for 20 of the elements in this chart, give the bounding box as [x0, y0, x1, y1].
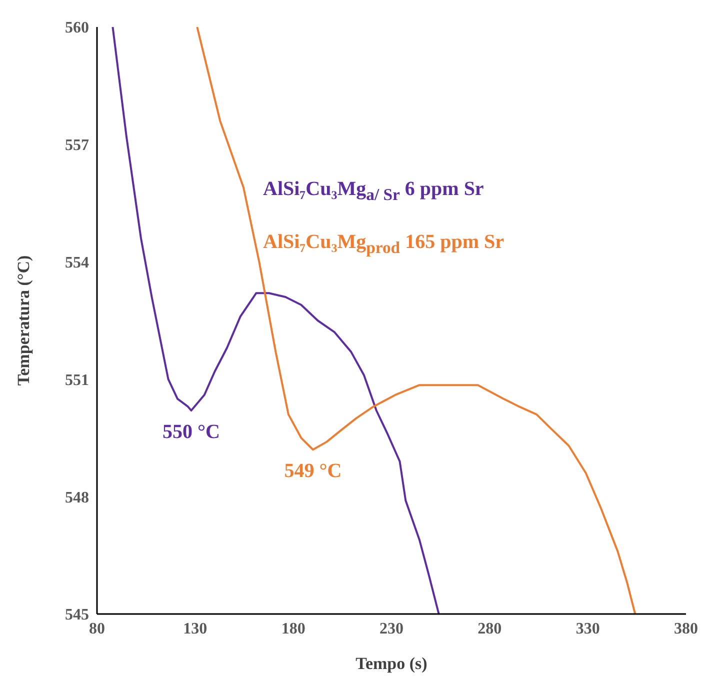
x-tick-label: 380 — [674, 620, 698, 638]
line-series — [196, 27, 636, 614]
x-tick-label: 130 — [183, 620, 208, 638]
y-axis-title: Temperatura (°C) — [14, 255, 34, 386]
x-tick-label: 80 — [89, 620, 105, 638]
y-tick-label: 557 — [65, 137, 89, 154]
y-tick-label: 545 — [65, 606, 89, 624]
series-label: AlSi₇Cu₃Mg$_{prod}$ 165 ppm Sr — [263, 231, 504, 258]
x-tick-label: 180 — [281, 620, 306, 638]
annotation: 550 °C — [162, 420, 220, 444]
y-tick-label: 548 — [65, 489, 89, 506]
annotation: 549 °C — [284, 460, 342, 483]
x-axis-title: Tempo (s) — [356, 654, 428, 673]
x-tick-label: 280 — [478, 620, 502, 638]
x-tick-label: 330 — [576, 620, 600, 638]
y-tick-label: 554 — [65, 254, 89, 272]
y-tick-label: 551 — [65, 372, 89, 389]
text: AlSi₇Cu₃Mg$_{a/ Sr}$ 6 ppm Sr — [263, 178, 485, 205]
x-tick-label: 230 — [380, 620, 404, 638]
y-tick-label: 560 — [65, 20, 89, 37]
